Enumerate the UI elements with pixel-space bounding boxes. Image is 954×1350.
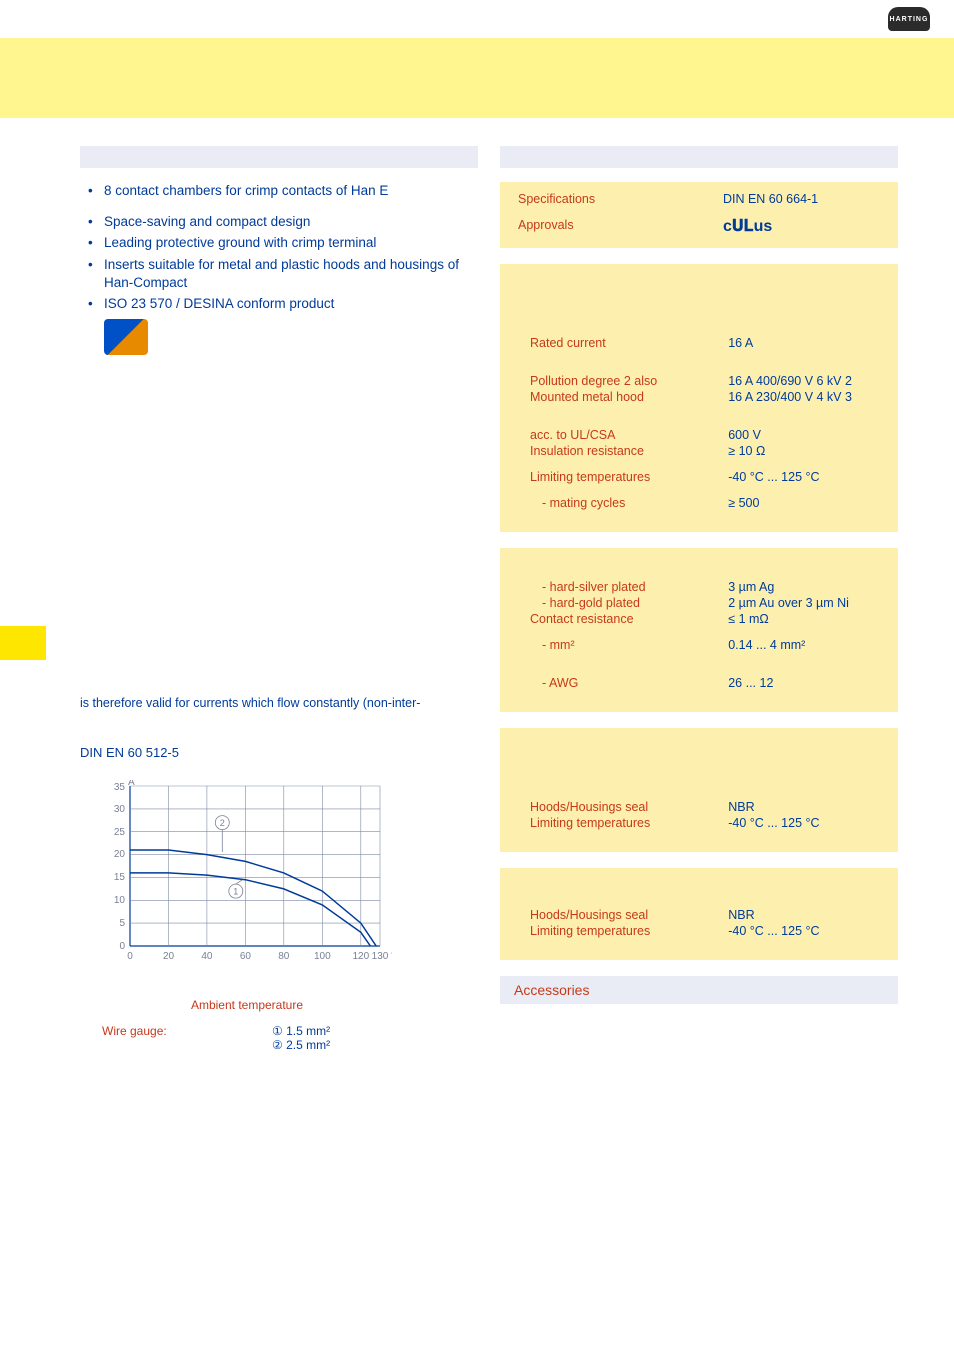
left-column: 8 contact chambers for crimp contacts of… [80, 146, 478, 1052]
chart-series-1 [130, 873, 370, 946]
approvals-label: Approvals [518, 218, 723, 236]
chart-series-2 [130, 850, 376, 946]
tech-heading-band [500, 146, 898, 168]
silver-value: 3 µm Ag [728, 580, 884, 594]
mating-value: ≥ 500 [728, 496, 884, 510]
chart-callout-1: 1 [229, 880, 243, 898]
feature-item: 8 contact chambers for crimp contacts of… [88, 182, 478, 200]
spec-value: DIN EN 60 664-1 [723, 192, 884, 206]
chart-y-label: A [128, 780, 135, 788]
hoods-section-2: Hoods/Housings seal NBR Limiting tempera… [500, 868, 898, 960]
derating-text: is therefore valid for currents which fl… [80, 695, 478, 713]
svg-text:°C: °C [391, 951, 392, 960]
chart-caption: Ambient temperature [102, 998, 392, 1012]
gold-label: - hard-gold plated [530, 596, 728, 610]
top-bar: HARTING [0, 0, 954, 38]
svg-text:5: 5 [119, 918, 125, 929]
features-list-2: Space-saving and compact design Leading … [80, 213, 478, 313]
rated-current-label: Rated current [530, 336, 728, 350]
svg-text:40: 40 [201, 951, 213, 960]
features-list: 8 contact chambers for crimp contacts of… [80, 182, 478, 200]
approvals-value: c𝐔𝐋us [723, 218, 884, 236]
brand-logo: HARTING [888, 7, 930, 31]
svg-text:25: 25 [114, 827, 126, 838]
wire-gauge-row: Wire gauge: ① 1.5 mm² ② 2.5 mm² [102, 1024, 478, 1052]
cres-label: Contact resistance [530, 612, 728, 626]
ulcsa-value: 600 V [728, 428, 884, 442]
spec-label: Specifications [518, 192, 723, 206]
seal-temp-label-1: Limiting temperatures [530, 816, 728, 830]
ulcsa-label: acc. to UL/CSA [530, 428, 728, 442]
svg-text:80: 80 [278, 951, 290, 960]
contacts-section: - hard-silver plated 3 µm Ag - hard-gold… [500, 548, 898, 712]
insres-value: ≥ 10 Ω [728, 444, 884, 458]
desina-icon [104, 319, 148, 355]
svg-text:130: 130 [372, 951, 389, 960]
mm2-label: - mm² [530, 638, 728, 652]
content-area: 8 contact chambers for crimp contacts of… [0, 118, 954, 1052]
right-column: Specifications DIN EN 60 664-1 Approvals… [500, 146, 898, 1052]
svg-text:10: 10 [114, 895, 126, 906]
svg-text:30: 30 [114, 804, 126, 815]
svg-text:100: 100 [314, 951, 331, 960]
mm2-value: 0.14 ... 4 mm² [728, 638, 884, 652]
features-heading-band [80, 146, 478, 168]
wire-gauge-2: ② 2.5 mm² [272, 1038, 330, 1052]
svg-text:1: 1 [233, 886, 238, 896]
svg-text:0: 0 [119, 941, 125, 952]
svg-text:20: 20 [163, 951, 175, 960]
feature-item: Space-saving and compact design [88, 213, 478, 231]
feature-item: Leading protective ground with crimp ter… [88, 234, 478, 252]
seal-value-2: NBR [728, 908, 884, 922]
svg-text:20: 20 [114, 849, 126, 860]
seal-label-1: Hoods/Housings seal [530, 800, 728, 814]
seal-temp-value-2: -40 °C ... 125 °C [728, 924, 884, 938]
temp-label: Limiting temperatures [530, 470, 728, 484]
awg-value: 26 ... 12 [728, 676, 884, 690]
hoods-section-1: Hoods/Housings seal NBR Limiting tempera… [500, 728, 898, 852]
insres-label: Insulation resistance [530, 444, 728, 458]
svg-text:35: 35 [114, 782, 126, 793]
svg-text:2: 2 [220, 818, 225, 828]
seal-temp-value-1: -40 °C ... 125 °C [728, 816, 884, 830]
ul-mark-icon: c𝐔𝐋us [723, 218, 772, 236]
feature-item: ISO 23 570 / DESINA conform product [88, 295, 478, 313]
svg-text:15: 15 [114, 872, 126, 883]
derating-chart: A [102, 780, 392, 960]
temp-value: -40 °C ... 125 °C [728, 470, 884, 484]
mating-label: - mating cycles [530, 496, 728, 510]
rated-current-value: 16 A [728, 336, 884, 350]
pd2-value: 16 A 400/690 V 6 kV 2 [728, 374, 884, 388]
chart-grid: 0 5 10 15 20 25 30 35 0 [114, 782, 392, 960]
side-tab [0, 626, 46, 660]
svg-text:60: 60 [240, 951, 252, 960]
title-header [0, 38, 954, 118]
svg-text:120: 120 [352, 951, 369, 960]
wire-gauge-label: Wire gauge: [102, 1024, 272, 1052]
seal-value-1: NBR [728, 800, 884, 814]
seal-temp-label-2: Limiting temperatures [530, 924, 728, 938]
accessories-heading: Accessories [500, 976, 898, 1004]
svg-text:0: 0 [127, 951, 133, 960]
derating-standard: DIN EN 60 512-5 [80, 745, 478, 760]
spec-head-section: Specifications DIN EN 60 664-1 Approvals… [500, 182, 898, 248]
chart-callout-2: 2 [215, 815, 229, 851]
wire-gauge-1: ① 1.5 mm² [272, 1024, 330, 1038]
feature-item: Inserts suitable for metal and plastic h… [88, 256, 478, 292]
seal-label-2: Hoods/Housings seal [530, 908, 728, 922]
awg-label: - AWG [530, 676, 728, 690]
mmh-label: Mounted metal hood [530, 390, 728, 404]
silver-label: - hard-silver plated [530, 580, 728, 594]
mmh-value: 16 A 230/400 V 4 kV 3 [728, 390, 884, 404]
cres-value: ≤ 1 mΩ [728, 612, 884, 626]
pd2-label: Pollution degree 2 also [530, 374, 728, 388]
electrical-section: Rated current 16 A Pollution degree 2 al… [500, 264, 898, 532]
gold-value: 2 µm Au over 3 µm Ni [728, 596, 884, 610]
